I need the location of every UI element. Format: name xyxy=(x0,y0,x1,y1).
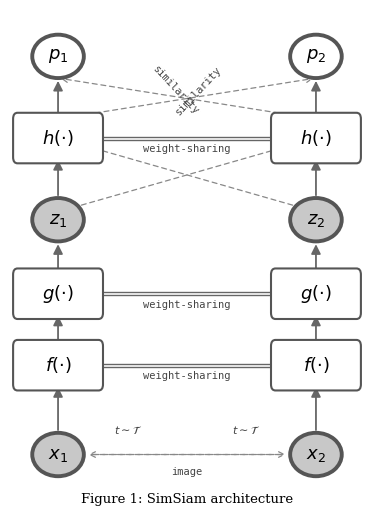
Text: $p_1$: $p_1$ xyxy=(48,47,68,66)
Text: $z_1$: $z_1$ xyxy=(49,211,67,229)
FancyBboxPatch shape xyxy=(271,340,361,391)
Text: $g(\cdot)$: $g(\cdot)$ xyxy=(42,283,74,305)
Ellipse shape xyxy=(290,198,342,241)
Text: $g(\cdot)$: $g(\cdot)$ xyxy=(300,283,332,305)
Ellipse shape xyxy=(290,433,342,476)
Text: $z_2$: $z_2$ xyxy=(307,211,325,229)
Ellipse shape xyxy=(290,35,342,78)
Ellipse shape xyxy=(32,433,84,476)
Text: $f(\cdot)$: $f(\cdot)$ xyxy=(45,355,71,375)
Text: weight-sharing: weight-sharing xyxy=(143,300,231,310)
Text: $t \sim \mathcal{T}$: $t \sim \mathcal{T}$ xyxy=(232,424,260,436)
FancyBboxPatch shape xyxy=(13,113,103,163)
Text: $p_2$: $p_2$ xyxy=(306,47,326,66)
Text: similarity: similarity xyxy=(151,64,201,117)
Text: $h(\cdot)$: $h(\cdot)$ xyxy=(300,128,332,148)
FancyBboxPatch shape xyxy=(271,268,361,319)
Text: $x_1$: $x_1$ xyxy=(48,445,68,463)
FancyBboxPatch shape xyxy=(13,340,103,391)
Text: $f(\cdot)$: $f(\cdot)$ xyxy=(303,355,329,375)
Text: $h(\cdot)$: $h(\cdot)$ xyxy=(42,128,74,148)
Text: weight-sharing: weight-sharing xyxy=(143,144,231,154)
Text: Figure 1: SimSiam architecture: Figure 1: SimSiam architecture xyxy=(81,493,293,506)
Text: weight-sharing: weight-sharing xyxy=(143,372,231,381)
Text: $x_2$: $x_2$ xyxy=(306,445,326,463)
Text: image: image xyxy=(171,467,203,477)
Ellipse shape xyxy=(32,198,84,241)
Text: similarity: similarity xyxy=(173,64,223,117)
FancyBboxPatch shape xyxy=(13,268,103,319)
Text: $t \sim \mathcal{T}$: $t \sim \mathcal{T}$ xyxy=(114,424,142,436)
Ellipse shape xyxy=(32,35,84,78)
FancyBboxPatch shape xyxy=(271,113,361,163)
